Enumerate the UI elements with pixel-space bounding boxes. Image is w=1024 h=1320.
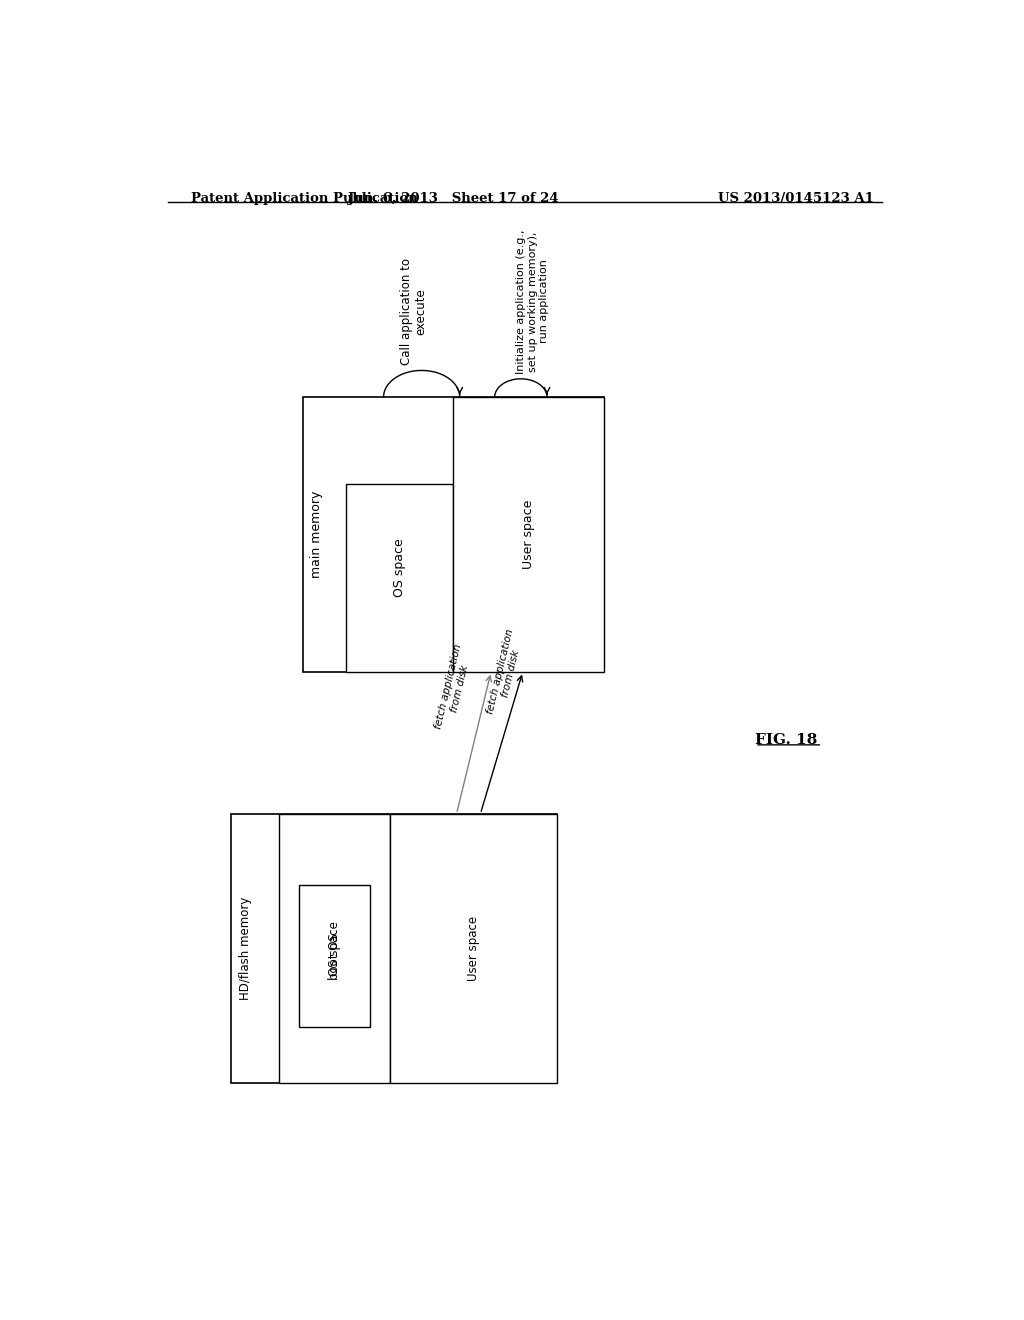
Text: Call application to
execute: Call application to execute [399,259,428,366]
Text: fetch application
from disk: fetch application from disk [484,627,526,718]
Bar [299,886,370,1027]
Text: Initialize application (e.g.,
set up working memory),
run application: Initialize application (e.g., set up wor… [516,230,549,374]
Text: HD/flash memory: HD/flash memory [239,898,252,1001]
Text: User space: User space [522,500,536,569]
Text: FIG. 18: FIG. 18 [755,733,817,747]
Text: main memory: main memory [310,491,324,578]
Bar [231,814,557,1084]
Text: Jun. 6, 2013   Sheet 17 of 24: Jun. 6, 2013 Sheet 17 of 24 [348,191,559,205]
Text: OS space: OS space [393,539,407,597]
Bar [390,814,557,1084]
Bar [454,397,604,672]
Bar [346,483,454,672]
Bar [303,397,604,672]
Text: Patent Application Publication: Patent Application Publication [191,191,418,205]
Text: boot OS: boot OS [328,933,341,979]
Text: fetch application
from disk: fetch application from disk [433,643,475,733]
Bar [279,814,390,1084]
Text: User space: User space [467,916,479,981]
Text: OS space: OS space [328,921,341,975]
Text: US 2013/0145123 A1: US 2013/0145123 A1 [718,191,873,205]
